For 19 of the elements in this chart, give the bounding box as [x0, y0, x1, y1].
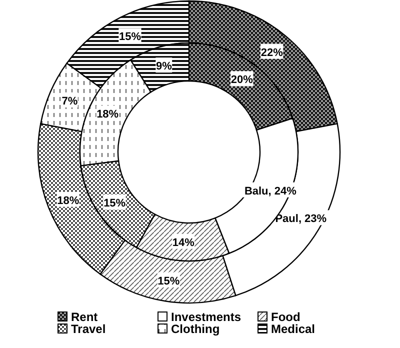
legend-label: Clothing — [171, 322, 220, 336]
legend-label: Medical — [271, 322, 316, 336]
data-label: 15% — [118, 31, 142, 44]
legend-label: Food — [271, 310, 300, 324]
slice-label: Balu — [244, 185, 268, 198]
data-label: 20% — [230, 74, 254, 86]
data-label: 15% — [104, 198, 126, 210]
data-label: 15% — [158, 275, 180, 288]
data-label: 14% — [172, 236, 195, 249]
data-label: , 24% — [268, 185, 297, 198]
legend-label: Travel — [71, 322, 106, 336]
data-label: 22% — [260, 46, 284, 59]
data-label: 7% — [62, 95, 78, 108]
legend-label: Investments — [171, 310, 242, 324]
data-label: 18% — [57, 194, 80, 207]
data-label: 9% — [156, 60, 172, 73]
data-label: , 23% — [298, 213, 327, 226]
legend-label: Rent — [71, 310, 98, 324]
data-label: 18% — [96, 108, 119, 121]
